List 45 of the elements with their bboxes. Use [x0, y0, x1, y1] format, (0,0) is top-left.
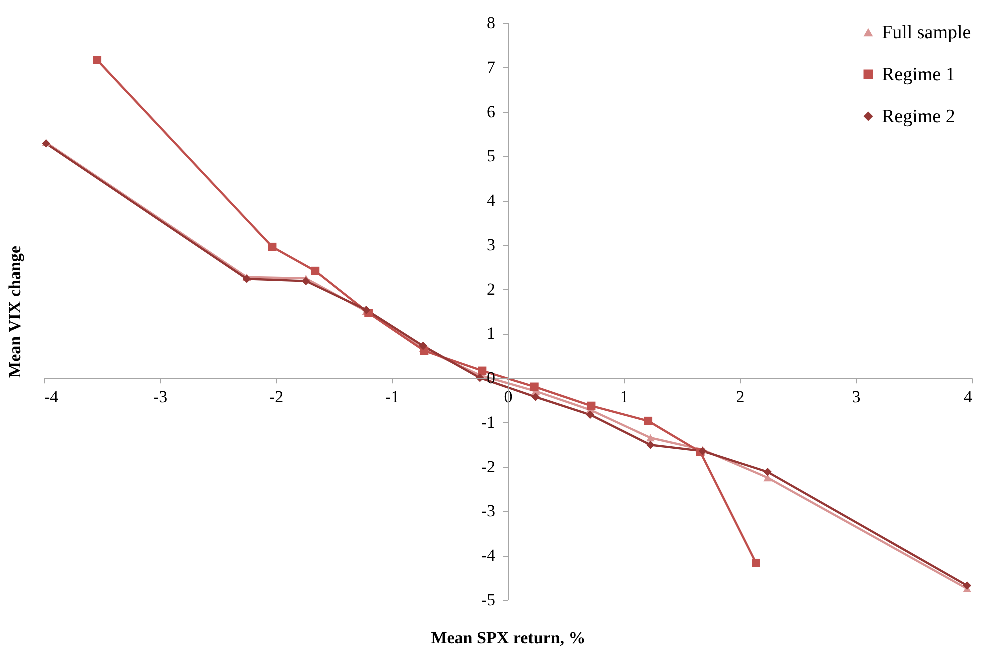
- x-tick-label: -2: [269, 388, 284, 407]
- x-tick-label: -1: [385, 388, 400, 407]
- x-tick-label: 1: [620, 388, 629, 407]
- y-tick-label: 7: [487, 58, 496, 77]
- point: [752, 558, 760, 568]
- point: [646, 440, 655, 450]
- legend-label: Full sample: [882, 22, 972, 44]
- point: [586, 410, 595, 420]
- x-tick-label: 0: [504, 388, 513, 407]
- y-tick-label: 6: [487, 102, 496, 122]
- legend-label: Regime 1: [882, 64, 956, 86]
- point: [419, 342, 428, 350]
- x-tick-label: 2: [736, 388, 745, 407]
- point: [646, 434, 655, 442]
- y-tick-label: -4: [481, 546, 496, 566]
- y-axis-title: Mean VIX change: [6, 246, 24, 378]
- point: [963, 582, 972, 590]
- y-tick-label: 3: [487, 235, 496, 254]
- y-tick-label: 4: [487, 191, 496, 210]
- point: [532, 392, 540, 402]
- point: [242, 274, 252, 284]
- y-tick-label: 1: [487, 324, 496, 344]
- point: [302, 277, 310, 286]
- x-tick-label: 4: [964, 388, 973, 407]
- y-tick-label: 0: [487, 368, 496, 388]
- x-tick-label: 3: [852, 388, 861, 407]
- y-tick-label: -2: [481, 457, 496, 476]
- point: [764, 468, 772, 476]
- point: [644, 416, 653, 426]
- point: [93, 56, 102, 64]
- point: [478, 366, 487, 376]
- y-tick-label: -3: [481, 502, 496, 521]
- y-tick-label: -1: [481, 412, 496, 432]
- x-tick-label: -3: [153, 388, 168, 407]
- point: [587, 402, 596, 410]
- legend-label: Regime 2: [882, 106, 956, 128]
- point: [268, 242, 277, 252]
- y-tick-label: -5: [481, 590, 496, 610]
- y-tick-label: 5: [487, 146, 496, 166]
- point: [530, 382, 539, 392]
- y-tick-label: 2: [487, 280, 496, 299]
- y-tick-label: 8: [487, 14, 496, 32]
- x-axis-title: Mean SPX return, %: [431, 628, 586, 648]
- point: [311, 266, 320, 276]
- x-tick-label: -4: [44, 388, 60, 407]
